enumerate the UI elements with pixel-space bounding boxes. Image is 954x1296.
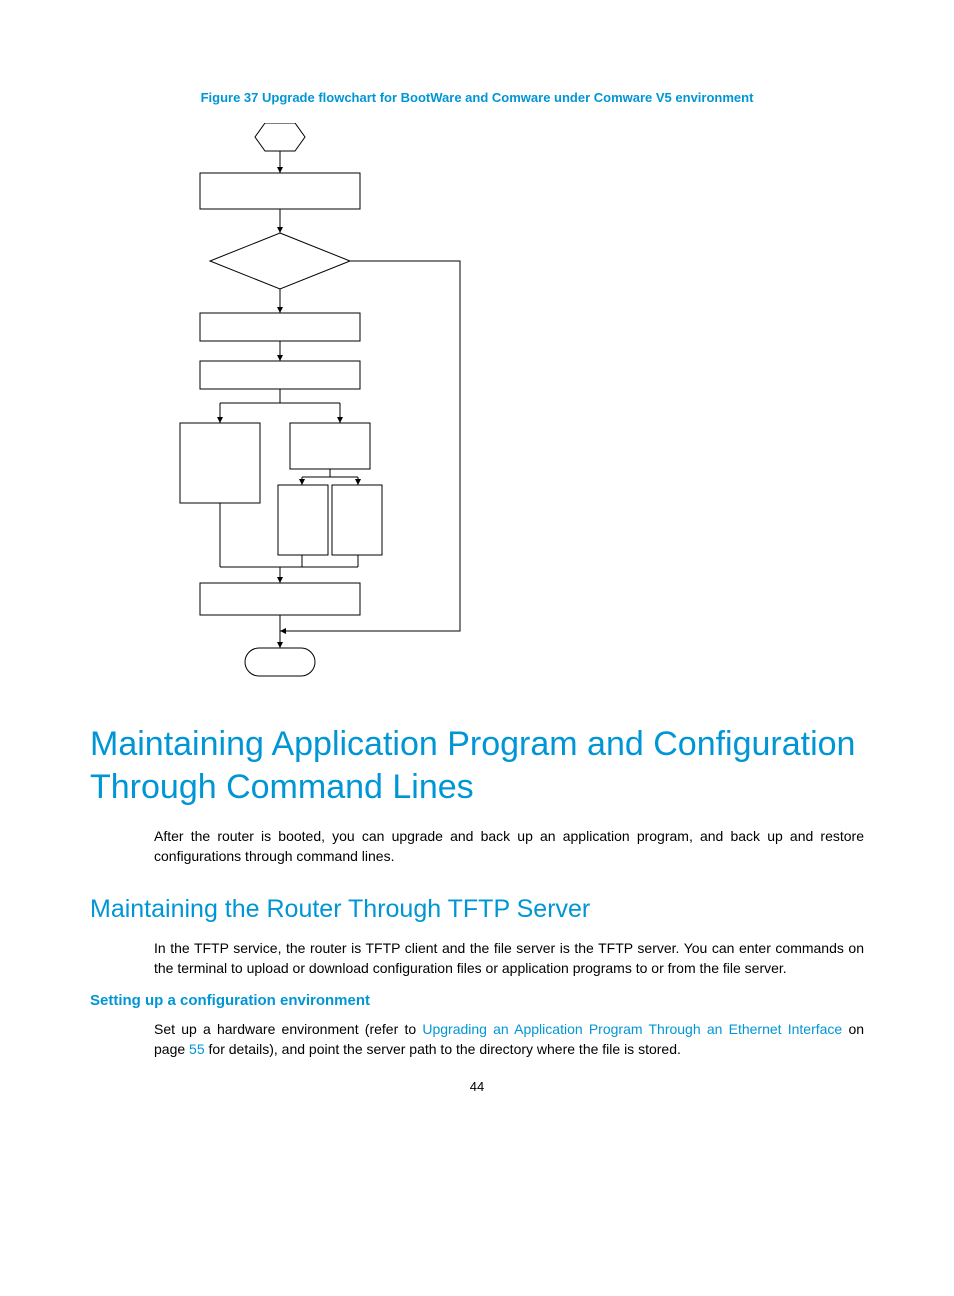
figure-caption: Figure 37 Upgrade flowchart for BootWare… xyxy=(90,90,864,105)
paragraph-config-env: Set up a hardware environment (refer to … xyxy=(154,1019,864,1060)
link-page-55[interactable]: 55 xyxy=(189,1041,205,1057)
text-span: for details), and point the server path … xyxy=(209,1041,681,1057)
paragraph-tftp: In the TFTP service, the router is TFTP … xyxy=(154,938,864,979)
flowchart-container xyxy=(90,123,864,683)
paragraph-intro: After the router is booted, you can upgr… xyxy=(154,826,864,867)
section-heading-tftp: Maintaining the Router Through TFTP Serv… xyxy=(90,895,864,924)
link-upgrading-ethernet[interactable]: Upgrading an Application Program Through… xyxy=(422,1021,842,1037)
page-number: 44 xyxy=(0,1079,954,1094)
text-span: Set up a hardware environment (refer to xyxy=(154,1021,422,1037)
subsection-heading-config-env: Setting up a configuration environment xyxy=(90,992,864,1009)
page-heading-h1: Maintaining Application Program and Conf… xyxy=(90,723,864,808)
upgrade-flowchart xyxy=(160,123,500,683)
